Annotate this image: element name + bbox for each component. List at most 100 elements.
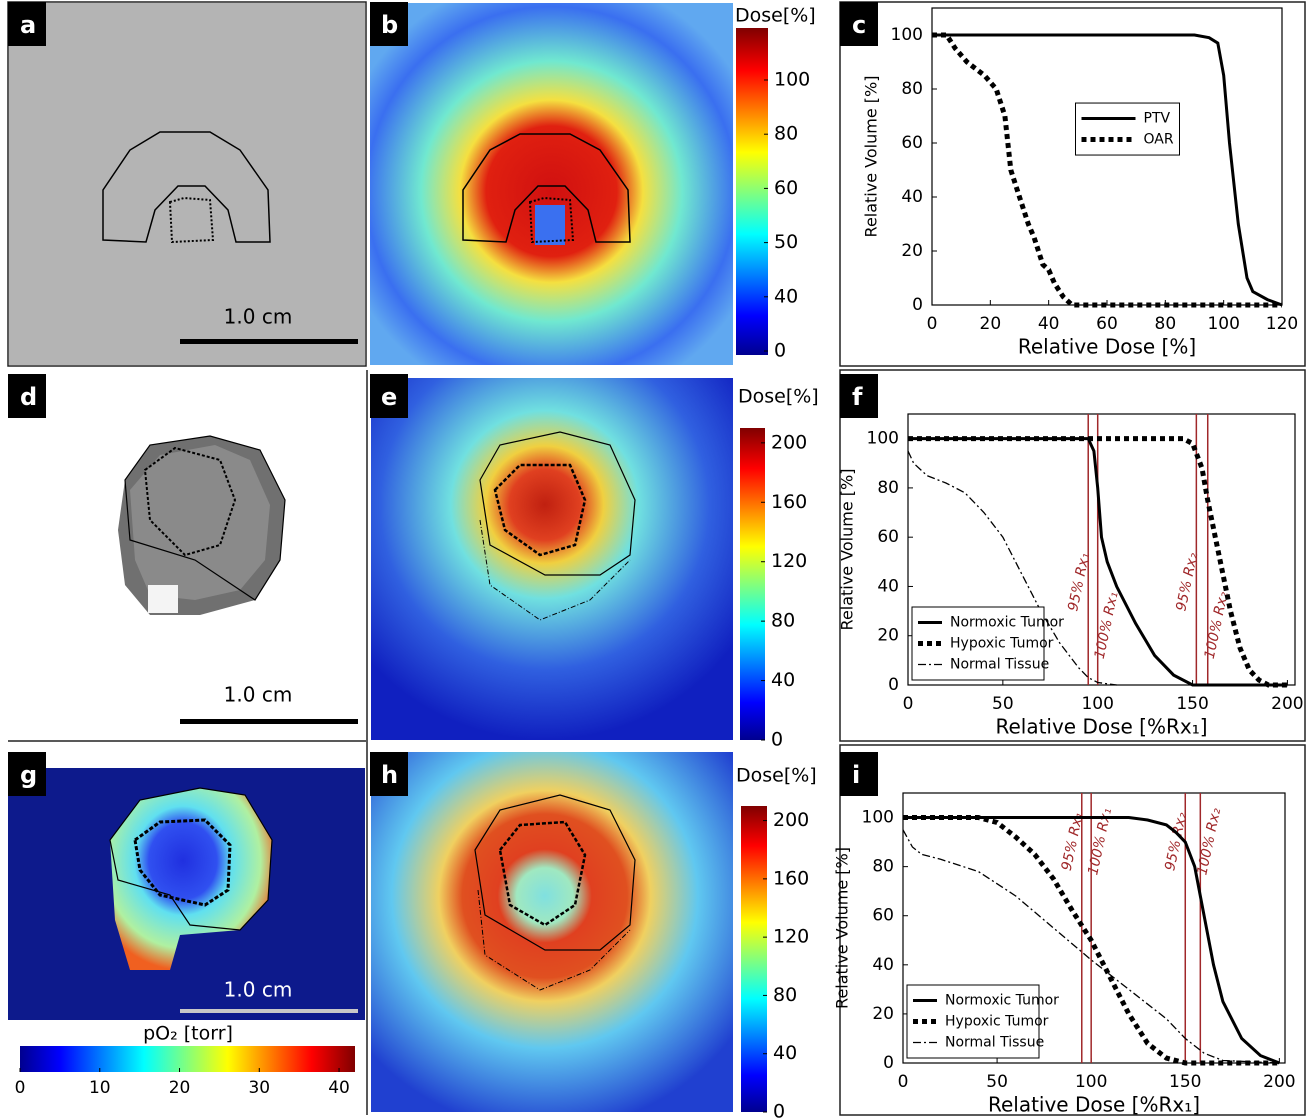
scale-bar-label: 1.0 cm [224, 305, 293, 329]
x-tick-label: 20 [980, 314, 1002, 334]
panel-label: c [852, 11, 866, 39]
x-tick-label: 150 [1176, 694, 1208, 714]
y-tick-label: 40 [872, 955, 894, 975]
y-tick-label: 20 [877, 626, 899, 646]
colorbar-tick-label: 80 [774, 123, 798, 145]
y-tick-label: 0 [912, 295, 923, 315]
y-tick-label: 20 [872, 1004, 894, 1024]
x-tick-label: 100 [1081, 694, 1113, 714]
legend-label: Normoxic Tumor [945, 993, 1059, 1009]
x-tick-label: 0 [903, 694, 914, 714]
series-line [908, 437, 1288, 687]
colorbar-label: Dose[%] [736, 765, 817, 787]
panel-label: d [20, 383, 37, 411]
legend-label: Normal Tissue [945, 1035, 1044, 1051]
x-tick-label: 40 [1038, 314, 1060, 334]
colorbar-tick-label: 100 [774, 69, 810, 91]
x-tick-label: 200 [1263, 1072, 1295, 1092]
y-tick-label: 20 [901, 241, 923, 261]
panel-label: g [20, 761, 37, 789]
colorbar-tick-label: 80 [771, 610, 795, 632]
panel-label: i [852, 761, 860, 789]
colorbar-tick-label: 60 [774, 177, 798, 199]
x-tick-label: 0 [927, 314, 938, 334]
y-tick-label: 80 [872, 857, 894, 877]
x-tick-label: 0 [898, 1072, 909, 1092]
x-tick-label: 60 [1096, 314, 1118, 334]
y-axis-label: Relative Volume [%] [833, 847, 852, 1009]
legend-label: PTV [1144, 111, 1171, 127]
y-tick-label: 40 [901, 187, 923, 207]
panel-g-image [8, 768, 365, 1072]
colorbar-tick-label: 200 [773, 809, 809, 831]
colorbar-tick-label: 10 [89, 1078, 111, 1098]
legend-box [1075, 102, 1180, 156]
colorbar-label: pO₂ [torr] [143, 1023, 233, 1045]
colorbar-tick-label: 0 [774, 340, 786, 362]
colorbar-tick-label: 30 [248, 1078, 270, 1098]
legend-box [906, 984, 1040, 1059]
y-axis-label: Relative Volume [%] [862, 76, 881, 238]
legend-label: OAR [1144, 132, 1174, 148]
colorbar-tick-label: 160 [771, 491, 807, 513]
x-axis-label: Relative Dose [%Rx₁] [988, 1093, 1200, 1117]
colorbar-label: Dose[%] [735, 5, 816, 27]
panel-labels: a b c d e f g h i [8, 2, 878, 796]
panel-a-image [9, 3, 365, 365]
panel-h-image [371, 752, 767, 1112]
colorbar-tick-label: 120 [771, 550, 807, 572]
panel-b-image [370, 3, 768, 365]
y-tick-label: 100 [891, 25, 923, 45]
panel-label: b [381, 11, 398, 39]
series-line [903, 816, 1280, 1065]
x-tick-label: 120 [1266, 314, 1298, 334]
colorbar-tick-label: 40 [771, 669, 795, 691]
colorbar-tick-label: 0 [773, 1101, 785, 1119]
scale-bar-label: 1.0 cm [224, 978, 293, 1002]
series-line [932, 33, 1283, 307]
legend-label: Normal Tissue [950, 657, 1049, 673]
panel-d-image [118, 435, 358, 724]
series-line [907, 450, 1117, 686]
panel-label: h [381, 761, 398, 789]
legend-label: Hypoxic Tumor [945, 1014, 1049, 1030]
y-tick-label: 60 [877, 527, 899, 547]
colorbar-label: Dose[%] [738, 386, 819, 408]
x-tick-label: 50 [986, 1072, 1008, 1092]
colorbar-tick-label: 0 [15, 1078, 26, 1098]
colorbar-tick-label: 80 [773, 984, 797, 1006]
y-tick-label: 80 [877, 478, 899, 498]
x-tick-label: 100 [1207, 314, 1239, 334]
x-tick-label: 50 [992, 694, 1014, 714]
colorbar-tick-label: 50 [774, 231, 798, 253]
colorbar-tick-label: 120 [773, 926, 809, 948]
panel-label: e [381, 383, 397, 411]
panel-frames [7, 1, 1306, 1116]
colorbar-tick-label: 160 [773, 867, 809, 889]
colorbar-tick-label: 0 [771, 729, 783, 751]
x-axis-label: Relative Dose [%Rx₁] [995, 715, 1207, 739]
colorbar-tick-label: 40 [773, 1042, 797, 1064]
legend-label: Hypoxic Tumor [950, 636, 1054, 652]
colorbar-tick-label: 20 [169, 1078, 191, 1098]
colorbar-tick-label: 40 [774, 285, 798, 307]
y-axis-label: Relative Volume [%] [838, 469, 857, 631]
y-tick-label: 100 [862, 808, 894, 828]
y-tick-label: 60 [901, 133, 923, 153]
x-tick-label: 150 [1169, 1072, 1201, 1092]
y-tick-label: 0 [883, 1053, 894, 1073]
series-line [932, 32, 1282, 308]
panel-label: a [20, 11, 36, 39]
x-tick-label: 100 [1075, 1072, 1107, 1092]
x-tick-label: 80 [1155, 314, 1177, 334]
y-tick-label: 0 [888, 675, 899, 695]
panel-e-image [371, 378, 765, 740]
series-line [902, 829, 1280, 1064]
scale-bar-label: 1.0 cm [224, 683, 293, 707]
y-tick-label: 80 [901, 79, 923, 99]
panel-label: f [852, 383, 863, 411]
colorbar-tick-label: 40 [328, 1078, 350, 1098]
series-line [903, 815, 1280, 1066]
legend-label: Normoxic Tumor [950, 615, 1064, 631]
